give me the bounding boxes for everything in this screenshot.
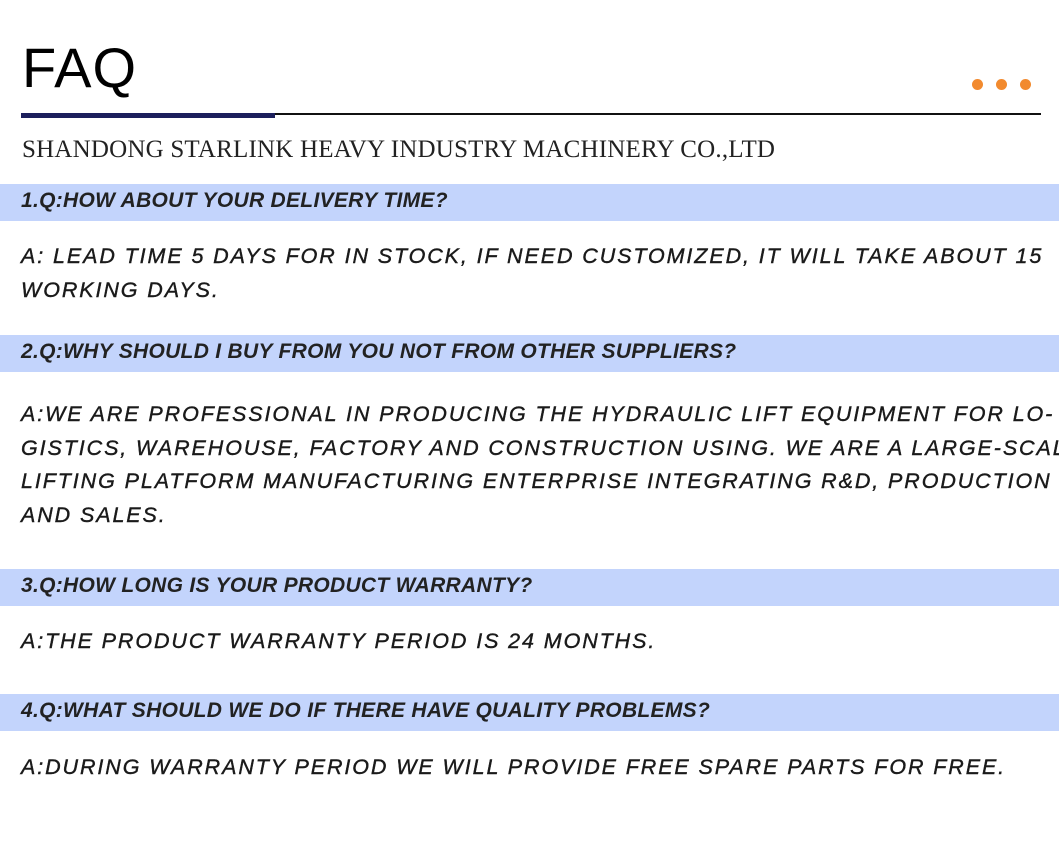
dot-icon: [996, 79, 1007, 90]
page-title: FAQ: [22, 36, 138, 99]
more-dots-icon: [972, 79, 1031, 90]
answer-line: A:DURING WARRANTY PERIOD WE WILL PROVIDE…: [21, 755, 1007, 779]
answer-line: A: LEAD TIME 5 DAYS FOR IN STOCK, IF NEE…: [21, 244, 1044, 268]
divider: [135, 113, 1041, 115]
answer-line: A:WE ARE PROFESSIONAL IN PRODUCING THE H…: [21, 402, 1055, 426]
faq-answer: A:THE PRODUCT WARRANTY PERIOD IS 24 MONT…: [21, 625, 656, 659]
faq-answer: A:WE ARE PROFESSIONAL IN PRODUCING THE H…: [21, 398, 1059, 532]
dot-icon: [1020, 79, 1031, 90]
faq-question-bar: 3.Q:HOW LONG IS YOUR PRODUCT WARRANTY?: [0, 569, 1059, 606]
faq-question: 1.Q:HOW ABOUT YOUR DELIVERY TIME?: [21, 189, 448, 212]
faq-question-bar: 4.Q:WHAT SHOULD WE DO IF THERE HAVE QUAL…: [0, 694, 1059, 731]
faq-question-bar: 1.Q:HOW ABOUT YOUR DELIVERY TIME?: [0, 184, 1059, 221]
answer-line: WORKING DAYS.: [21, 277, 220, 302]
dot-icon: [972, 79, 983, 90]
faq-question-bar: 2.Q:WHY SHOULD I BUY FROM YOU NOT FROM O…: [0, 335, 1059, 372]
faq-question: 4.Q:WHAT SHOULD WE DO IF THERE HAVE QUAL…: [21, 699, 711, 722]
company-name: SHANDONG STARLINK HEAVY INDUSTRY MACHINE…: [22, 136, 776, 163]
faq-question: 2.Q:WHY SHOULD I BUY FROM YOU NOT FROM O…: [21, 340, 737, 363]
answer-line: AND SALES.: [21, 502, 167, 527]
answer-line: GISTICS, WAREHOUSE, FACTORY AND CONSTRUC…: [21, 435, 1059, 460]
faq-answer: A:DURING WARRANTY PERIOD WE WILL PROVIDE…: [21, 751, 1006, 785]
faq-question: 3.Q:HOW LONG IS YOUR PRODUCT WARRANTY?: [21, 574, 533, 597]
answer-line: LIFTING PLATFORM MANUFACTURING ENTERPRIS…: [21, 469, 1052, 493]
faq-answer: A: LEAD TIME 5 DAYS FOR IN STOCK, IF NEE…: [21, 240, 1043, 307]
answer-line: A:THE PRODUCT WARRANTY PERIOD IS 24 MONT…: [21, 629, 657, 653]
divider-accent: [21, 113, 275, 118]
